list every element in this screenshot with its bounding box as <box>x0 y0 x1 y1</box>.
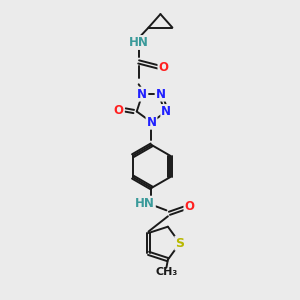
Text: N: N <box>146 116 157 129</box>
Text: N: N <box>161 105 171 118</box>
Text: N: N <box>137 88 147 100</box>
Text: S: S <box>176 237 184 250</box>
Text: HN: HN <box>135 197 155 210</box>
Text: O: O <box>158 61 168 74</box>
Text: O: O <box>114 103 124 116</box>
Text: HN: HN <box>129 36 148 49</box>
Text: N: N <box>156 88 166 100</box>
Text: CH₃: CH₃ <box>155 267 178 277</box>
Text: O: O <box>184 200 194 213</box>
